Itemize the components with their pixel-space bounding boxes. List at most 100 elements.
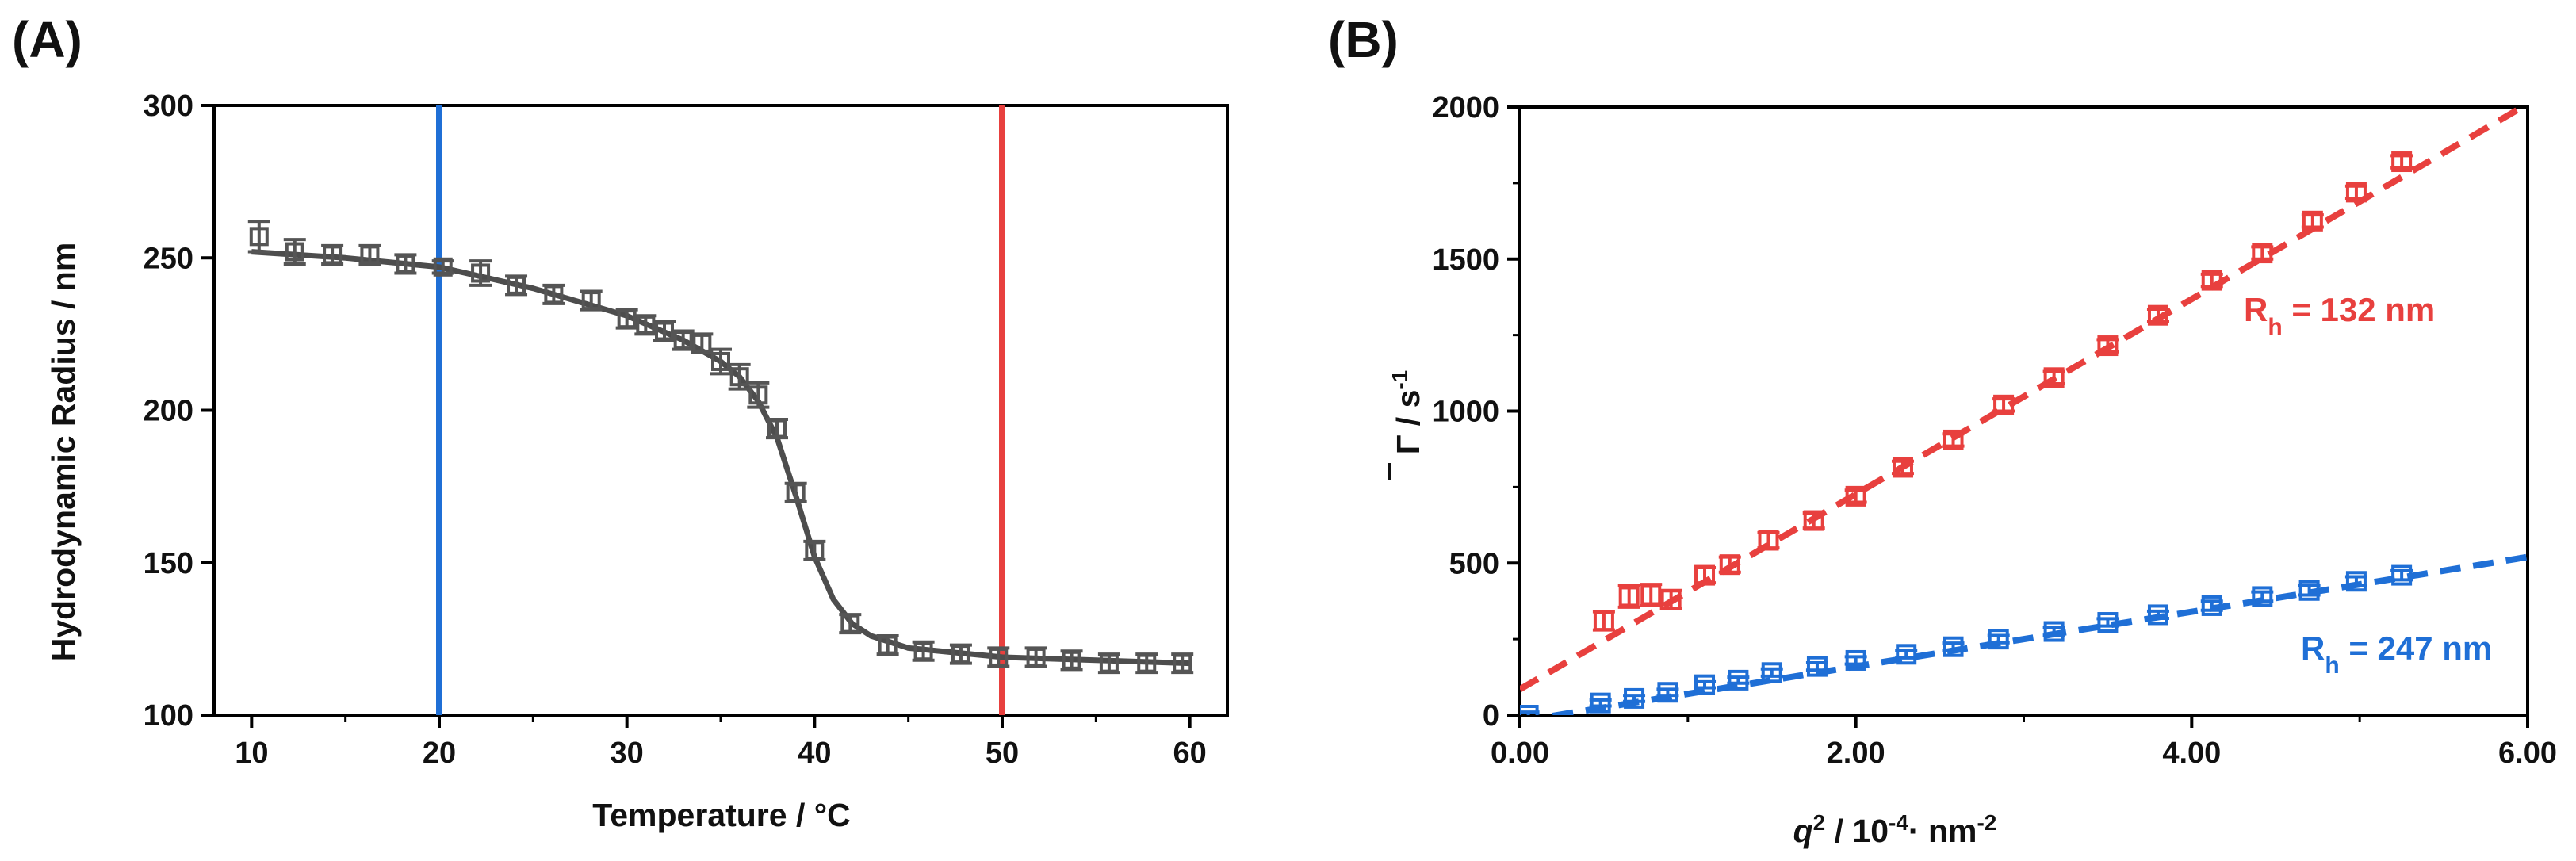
y-tick-label: 500 xyxy=(1449,547,1499,580)
x-tick-label: 60 xyxy=(1173,737,1207,770)
data-point xyxy=(1173,653,1192,673)
y-tick-label: 200 xyxy=(144,395,193,428)
data-point xyxy=(433,257,453,277)
x-tick-label: 10 xyxy=(235,737,268,770)
plot-frame xyxy=(212,104,1229,717)
data-point xyxy=(786,483,806,503)
blue-point xyxy=(2298,580,2320,601)
data-point xyxy=(581,291,601,311)
panel-b-y-axis-title: Γ / s-1 xyxy=(1388,370,1427,480)
red-point xyxy=(2201,270,2222,291)
y-tick-label: 1000 xyxy=(1432,396,1499,429)
data-point xyxy=(471,263,491,283)
panel-a-label: (A) xyxy=(12,11,82,68)
panel-b: (B) 0.00 2.00 4.00 6.00 0 500 1000 1500 2000 q2 … xyxy=(1328,11,2557,849)
blue-point xyxy=(2097,612,2119,633)
blue-point xyxy=(1845,649,1866,671)
data-point xyxy=(711,351,730,371)
data-point xyxy=(673,331,693,350)
data-point xyxy=(507,275,526,295)
svg-text:Γ / s-1: Γ / s-1 xyxy=(1388,370,1427,455)
blue-point xyxy=(1694,674,1716,695)
blue-point xyxy=(2391,564,2413,586)
data-point xyxy=(729,367,749,387)
plot-content xyxy=(247,105,1194,715)
data-point xyxy=(249,227,269,247)
blue-point xyxy=(2345,571,2367,592)
blue-point xyxy=(1624,687,1645,709)
red-point xyxy=(1719,554,1740,576)
data-point xyxy=(617,309,637,329)
data-point xyxy=(951,645,970,664)
data-point xyxy=(323,245,343,265)
red-point xyxy=(1845,485,1866,507)
red-point xyxy=(1803,510,1824,531)
data-point xyxy=(360,245,380,265)
data-point xyxy=(989,647,1009,667)
data-point xyxy=(840,614,860,633)
annotation-red-rh: Rh = 132 nm xyxy=(2244,291,2435,340)
blue-point xyxy=(2147,604,2168,626)
x-tick-label: 30 xyxy=(611,737,644,770)
blue-point xyxy=(1896,644,1917,665)
fit-curve xyxy=(251,249,1190,667)
y-tick-label: 0 xyxy=(1483,699,1499,733)
data-point xyxy=(1026,647,1046,667)
data-point xyxy=(1062,650,1081,670)
x-tick-label: 50 xyxy=(986,737,1019,770)
blue-point xyxy=(2252,586,2273,607)
red-point xyxy=(2391,151,2413,173)
blue-point xyxy=(1657,682,1678,703)
panel-a: (A) 10 20 30 40 50 60 100 150 200 250 300 Temperat… xyxy=(12,11,1229,833)
blue-point xyxy=(1520,705,1539,715)
red-point xyxy=(2147,304,2168,326)
red-point xyxy=(1640,584,1662,606)
red-point xyxy=(1993,394,2015,415)
red-point xyxy=(2345,182,2367,203)
panel-a-y-axis-title: Hydrodynamic Radius / nm xyxy=(45,243,82,662)
blue-point xyxy=(2201,595,2222,616)
panel-a-x-axis-title: Temperature / °C xyxy=(592,797,851,833)
blue-point xyxy=(1988,629,2009,650)
x-tick-label: 4.00 xyxy=(2162,737,2221,770)
y-tick-label: 1500 xyxy=(1432,243,1499,277)
y-tick-label: 250 xyxy=(144,242,193,275)
red-point xyxy=(1943,429,1964,450)
red-point xyxy=(1618,586,1640,607)
x-tick-label: 20 xyxy=(423,737,456,770)
red-point xyxy=(2302,210,2323,232)
y-tick-label: 2000 xyxy=(1432,91,1499,124)
data-point xyxy=(1099,653,1119,673)
x-tick-label: 0.00 xyxy=(1491,737,1549,770)
data-point xyxy=(748,385,768,405)
panel-b-label: (B) xyxy=(1328,11,1399,68)
x-tick-label: 2.00 xyxy=(1827,737,1885,770)
data-point xyxy=(913,641,933,661)
panel-b-plot-area: 0.00 2.00 4.00 6.00 0 500 1000 1500 2000 xyxy=(1432,91,2557,770)
red-point xyxy=(2097,335,2119,357)
blue-point xyxy=(2043,621,2065,642)
blue-point xyxy=(1590,692,1611,714)
red-point xyxy=(1593,610,1614,632)
blue-point xyxy=(1728,669,1749,691)
x-tick-label: 6.00 xyxy=(2498,737,2557,770)
plot-content xyxy=(1520,107,2528,715)
red-point xyxy=(1892,457,1913,478)
panel-b-x-axis-title: q2 / 10-4· nm-2 xyxy=(1793,810,1997,850)
red-point xyxy=(1694,564,1716,586)
data-point xyxy=(692,333,712,353)
data-point xyxy=(805,541,825,561)
red-point xyxy=(2043,367,2065,388)
blue-point xyxy=(1806,656,1828,677)
annotation-blue-rh: Rh = 247 nm xyxy=(2301,629,2492,679)
data-point xyxy=(636,315,656,335)
blue-point xyxy=(1943,636,1964,657)
data-point xyxy=(396,254,415,274)
data-point xyxy=(767,419,787,438)
y-tick-label: 150 xyxy=(144,547,193,580)
x-tick-label: 40 xyxy=(798,737,831,770)
data-point xyxy=(878,635,898,655)
red-point xyxy=(1758,530,1779,551)
data-point xyxy=(285,242,304,262)
